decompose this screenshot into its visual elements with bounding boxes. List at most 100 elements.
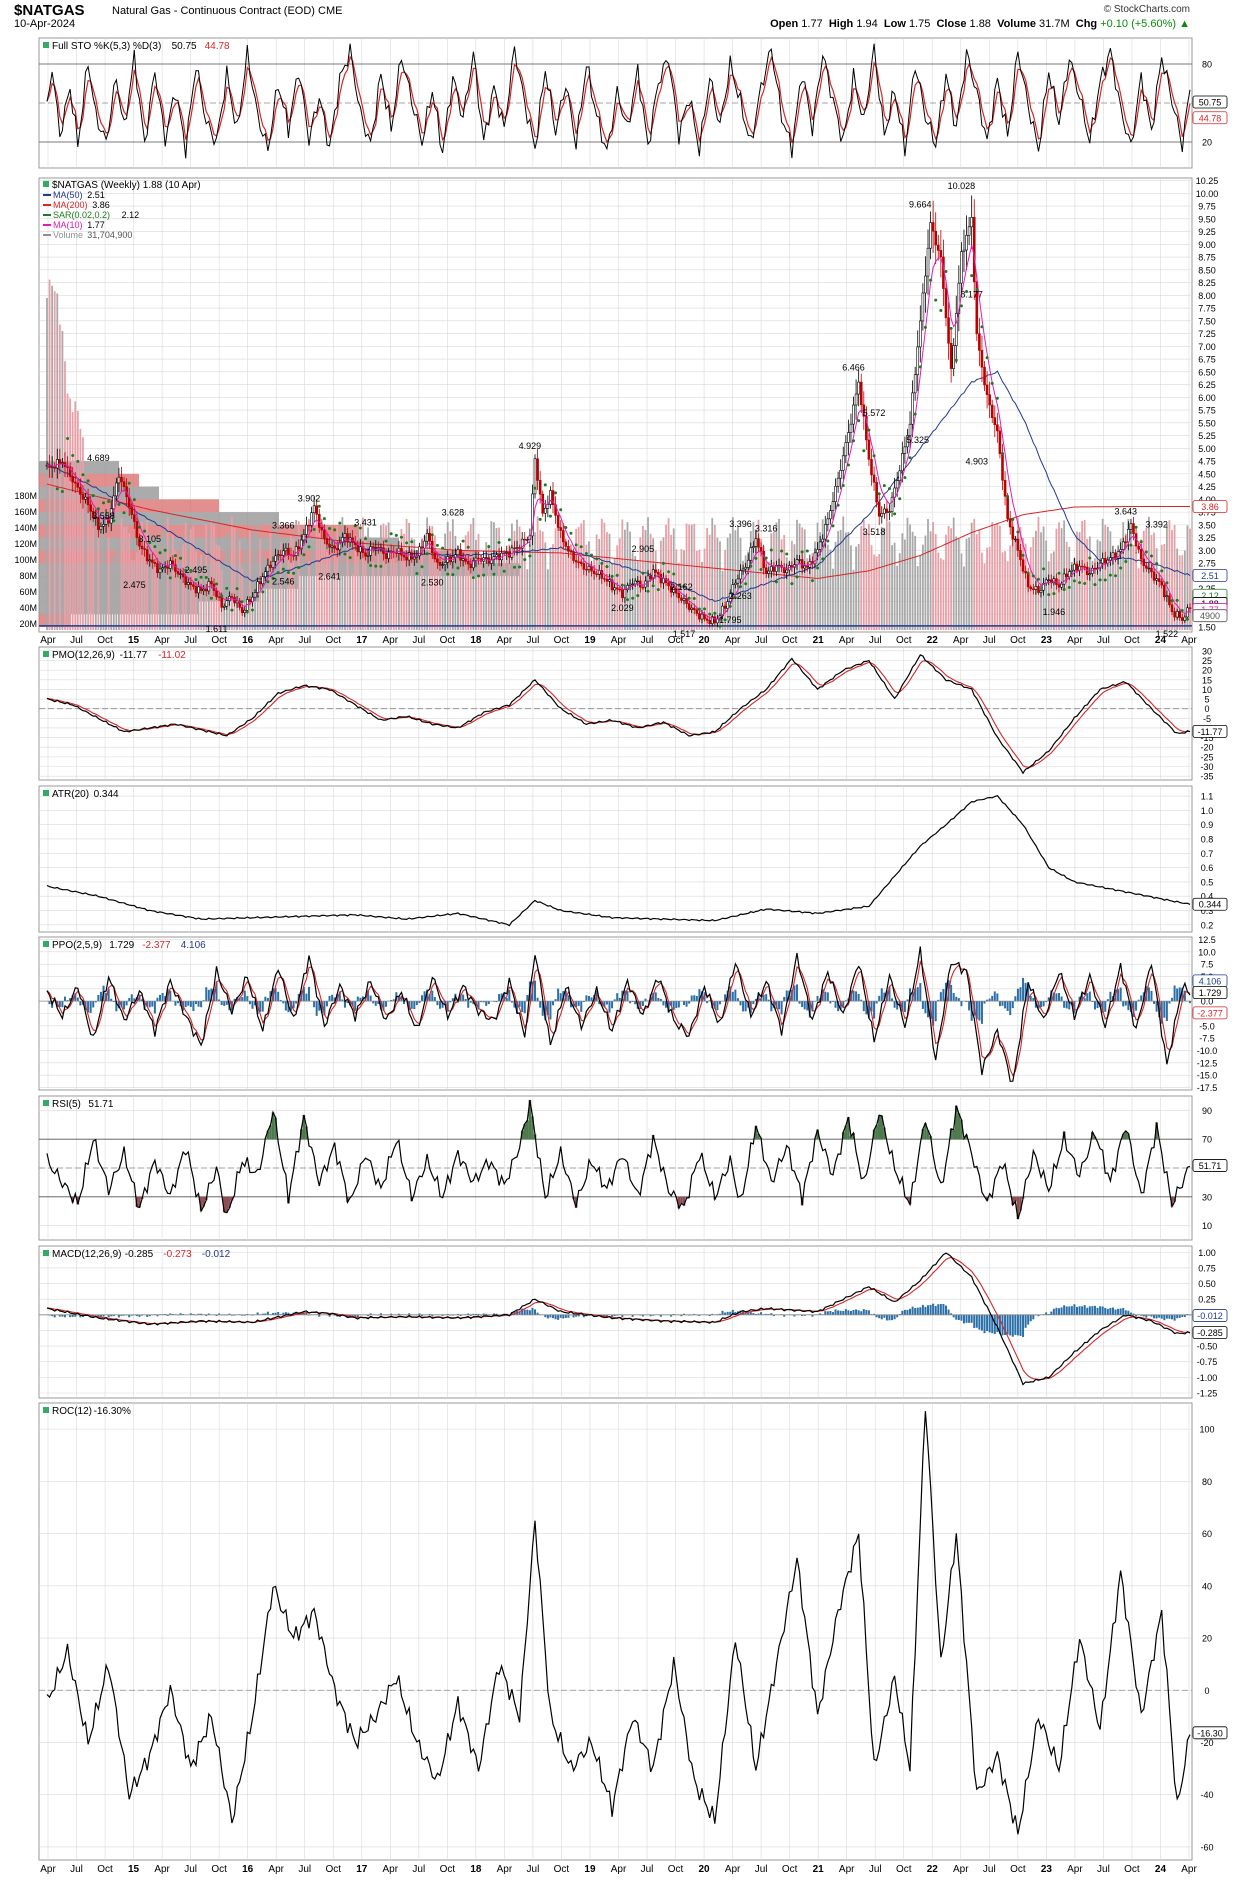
copyright: © StockCharts.com (1103, 4, 1190, 15)
histogram-bar (241, 997, 244, 1002)
sar-dot (790, 582, 794, 586)
candle-body (1142, 558, 1146, 567)
y-tick-label: 0.75 (1198, 1263, 1216, 1273)
histogram-bar (862, 1001, 865, 1012)
histogram-bar (1132, 1313, 1135, 1315)
histogram-bar (477, 1001, 480, 1009)
sar-dot (723, 618, 727, 622)
volume-bar (554, 528, 557, 630)
histogram-bar (1122, 1001, 1125, 1007)
volume-bar (528, 544, 531, 630)
candle-body (1114, 552, 1117, 559)
histogram-bar (397, 1313, 400, 1315)
price-annotation: 3.643 (1115, 507, 1138, 517)
histogram-bar (264, 1313, 267, 1315)
price-annotation: 4.689 (87, 453, 110, 463)
histogram-bar (944, 1305, 947, 1315)
price-annotation: 1.522 (1156, 629, 1179, 639)
volume-bar (302, 532, 305, 630)
histogram-bar (223, 1001, 226, 1006)
histogram-bar (1093, 1001, 1096, 1010)
sar-dot (487, 545, 491, 549)
candle-body (852, 404, 855, 425)
x-tick-label: Jul (869, 635, 882, 646)
sar-dot (1129, 543, 1133, 547)
histogram-bar (1029, 996, 1032, 1002)
volume-bar (523, 547, 526, 630)
histogram-bar (947, 1309, 950, 1315)
legend-item-value: 3.86 (92, 200, 110, 210)
volume-bar (757, 519, 760, 630)
histogram-bar (277, 991, 280, 1002)
volume-bar (793, 544, 796, 630)
candle-body (885, 508, 889, 513)
sar-dot (117, 502, 121, 506)
histogram-bar (685, 1001, 688, 1007)
volume-bar (487, 544, 490, 630)
histogram-bar (652, 992, 655, 1002)
histogram-bar (567, 995, 570, 1002)
histogram-bar (960, 1001, 963, 1007)
candle-body (929, 222, 932, 249)
candle-body (754, 538, 758, 547)
sar-dot (132, 498, 136, 502)
x-tick-label: 17 (356, 635, 368, 646)
price-last-value: 4900 (1200, 611, 1220, 621)
candle-body (1042, 582, 1045, 591)
histogram-bar (480, 1314, 483, 1316)
sar-dot (281, 567, 285, 571)
histogram-bar (1055, 993, 1058, 1002)
histogram-bar (472, 1313, 475, 1315)
histogram-bar (392, 999, 395, 1002)
x-tick-label: Oct (440, 635, 456, 646)
sar-dot (816, 566, 820, 570)
candle-body (456, 549, 460, 555)
histogram-bar (1127, 1001, 1130, 1011)
histogram-bar (123, 1314, 126, 1316)
volume-bar (264, 559, 267, 630)
histogram-bar (711, 1313, 714, 1315)
histogram-bar (631, 1314, 634, 1317)
sar-dot (918, 365, 922, 369)
volume-bar (521, 544, 524, 630)
volume-bar (256, 522, 259, 630)
volume-bar (536, 516, 539, 630)
sar-dot (800, 550, 804, 554)
candle-body (1032, 588, 1035, 590)
sar-dot (1119, 566, 1123, 570)
volume-bar (179, 543, 182, 630)
histogram-bar (837, 1310, 840, 1315)
histogram-bar (921, 1001, 924, 1009)
volume-bar (105, 538, 107, 630)
volume-bar (957, 538, 960, 630)
x-tick-label: Oct (782, 1864, 798, 1875)
histogram-bar (852, 990, 855, 1002)
candle-body (469, 563, 473, 569)
x-tick-label: Apr (839, 635, 855, 646)
candle-body (220, 596, 223, 608)
histogram-bar (1037, 1001, 1040, 1009)
volume-bar (79, 428, 82, 630)
candle-body (328, 543, 331, 548)
candle-body (330, 545, 334, 548)
candle-body (572, 551, 575, 561)
candle-body (1029, 586, 1033, 590)
candle-body (585, 569, 588, 571)
histogram-bar (849, 1311, 852, 1315)
y-tick-label: 5.00 (1198, 444, 1216, 454)
histogram-bar (1150, 1314, 1153, 1317)
volume-bar (336, 526, 339, 630)
histogram-bar (641, 1314, 644, 1317)
histogram-bar (117, 1314, 120, 1318)
volume-tick-label: 140M (14, 523, 37, 533)
candle-body (97, 516, 100, 530)
volume-bar (477, 533, 480, 630)
histogram-bar (734, 989, 737, 1002)
candle-body (841, 455, 845, 471)
histogram-bar (1045, 1312, 1048, 1315)
y-tick-label: 20 (1202, 666, 1212, 676)
candle-body (764, 567, 768, 574)
legend-label: RSI(5) (52, 1099, 81, 1110)
volume-bar (837, 531, 840, 630)
histogram-bar (1073, 1304, 1076, 1315)
